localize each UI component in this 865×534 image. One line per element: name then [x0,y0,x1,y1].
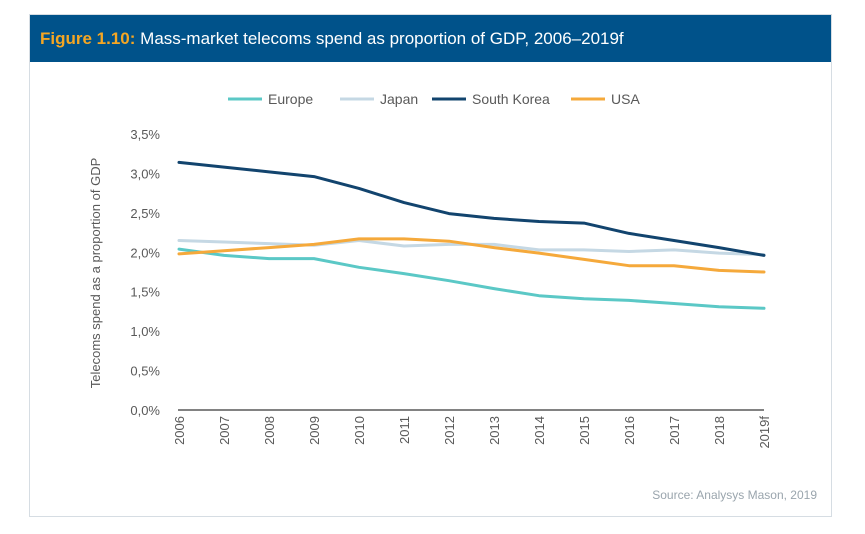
series-line-usa [177,237,766,274]
y-tick-label: 2,0% [130,245,160,260]
y-axis: 0,0% 0,5% 1,0% 1,5% 2,0% 2,5% 3,0% 3,5% [130,127,160,418]
x-tick-label: 2013 [487,416,502,445]
figure-title: Mass-market telecoms spend as proportion… [140,29,624,48]
y-tick-label: 1,0% [130,324,160,339]
x-tick-label: 2007 [217,416,232,445]
x-tick-label: 2010 [352,416,367,445]
x-tick-label: 2017 [667,416,682,445]
figure-label: Figure 1.10: [40,29,136,48]
y-tick-label: 0,5% [130,364,160,379]
x-tick-label: 2009 [307,416,322,445]
y-tick-label: 2,5% [130,206,160,221]
x-tick-label: 2012 [442,416,457,445]
source-note: Source: Analysys Mason, 2019 [652,488,817,502]
figure-frame: Figure 1.10: Mass-market telecoms spend … [29,14,832,517]
series-line-europe [177,247,766,310]
x-tick-label: 2016 [622,416,637,445]
y-tick-label: 3,5% [130,127,160,142]
legend-label: South Korea [472,91,550,107]
legend-label: USA [611,91,640,107]
legend-label: Europe [268,91,313,107]
x-tick-label: 2015 [577,416,592,445]
x-tick-label: 2008 [262,416,277,445]
y-tick-label: 3,0% [130,166,160,181]
series-line-south-korea [177,160,766,257]
y-axis-title: Telecoms spend as a proportion of GDP [88,158,103,389]
plot-area [177,160,766,310]
chart-legend: Europe Japan South Korea USA [228,91,640,107]
x-axis: 2006 2007 2008 2009 2010 2011 2012 2013 2014 2015… [172,416,772,449]
figure-header: Figure 1.10: Mass-market telecoms spend … [30,15,831,62]
y-tick-label: 1,5% [130,285,160,300]
legend-label: Japan [380,91,418,107]
y-tick-label: 0,0% [130,403,160,418]
x-tick-label: 2018 [712,416,727,445]
x-tick-label: 2014 [532,416,547,445]
x-tick-label: 2011 [397,416,412,444]
x-tick-label: 2019f [757,416,772,449]
x-tick-label: 2006 [172,416,187,445]
